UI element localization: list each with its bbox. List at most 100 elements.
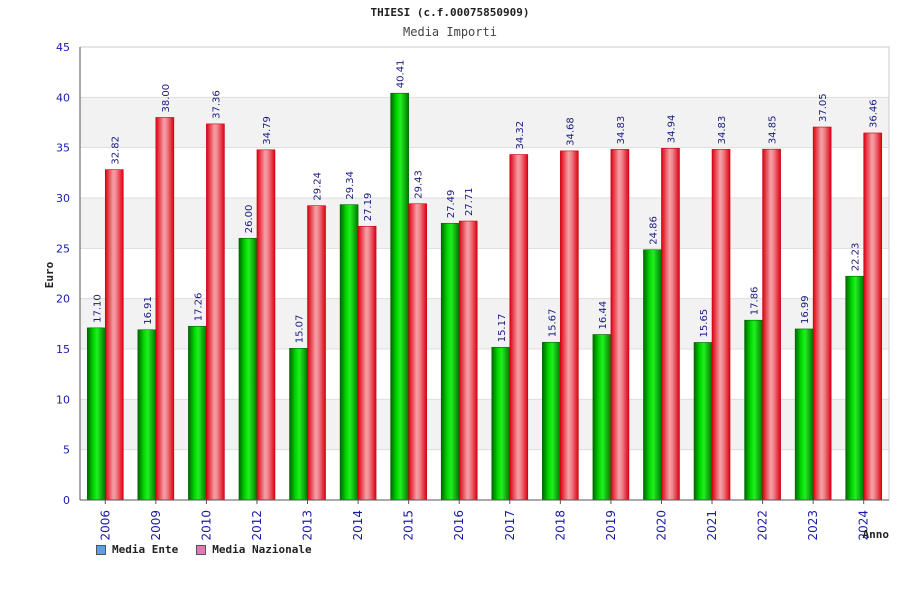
bar-media-ente [440,222,460,501]
bar-media-nazionale [206,123,225,501]
data-label: 32.82 [110,136,121,165]
y-tick-label: 35 [56,142,70,155]
bar-media-ente [390,92,409,501]
data-label: 26.00 [244,205,255,234]
bar-media-ente [693,342,713,501]
x-tick-label: 2015 [402,510,416,541]
legend-item-ente: Media Ente [96,543,178,556]
bar-media-nazionale [509,154,529,501]
x-tick-label: 2013 [301,510,315,541]
x-tick-label: 2021 [705,510,719,541]
bar-media-nazionale [256,149,276,501]
data-label: 38.00 [161,84,172,113]
data-label: 37.05 [818,93,829,122]
bar-media-ente [592,334,612,501]
data-label: 34.94 [666,115,677,144]
x-tick-label: 2014 [351,510,365,541]
data-label: 16.91 [143,296,154,325]
data-label: 15.65 [699,309,710,338]
bar-media-nazionale [863,132,883,501]
bar-media-ente [137,329,157,501]
legend-item-nazionale: Media Nazionale [196,543,312,556]
bar-media-nazionale [610,149,630,501]
legend-label-ente: Media Ente [112,543,179,556]
bar-media-ente [744,319,763,501]
y-tick-label: 25 [56,242,70,255]
y-tick-label: 40 [56,91,70,104]
bar-media-nazionale [762,148,781,501]
bar-media-ente [845,275,865,501]
bar-media-ente [86,327,106,501]
bar-media-ente [491,346,511,501]
bar-media-nazionale [458,220,478,501]
bar-media-ente [289,347,308,501]
bar-media-nazionale [408,203,427,501]
bar-media-nazionale [812,126,832,501]
x-tick-label: 2017 [503,510,517,541]
x-tick-label: 2009 [149,510,163,541]
y-tick-label: 45 [56,41,70,54]
x-tick-label: 2010 [199,510,213,541]
x-tick-label: 2016 [452,510,466,541]
plot-band [80,47,889,98]
y-tick-label: 0 [63,494,70,507]
bar-media-nazionale [357,225,377,501]
x-tick-label: 2020 [654,510,668,541]
bar-media-nazionale [661,147,680,501]
x-tick-label: 2023 [806,510,820,541]
legend-swatch-nazionale [196,544,207,555]
data-label: 34.83 [616,116,627,145]
bar-media-ente [339,204,359,501]
y-axis-title: Euro [43,261,56,288]
data-label: 22.23 [851,243,862,272]
data-label: 17.86 [750,287,761,316]
x-tick-label: 2019 [604,510,618,541]
chart-title: THIESI (c.f.00075850909) [370,6,530,19]
axes-group [79,46,890,504]
bar-media-ente [542,341,561,501]
bar-media-ente [794,328,814,501]
data-label: 29.34 [345,171,356,200]
data-label: 27.19 [363,193,374,222]
x-tick-label: 2024 [857,510,871,541]
data-label: 37.36 [211,90,222,119]
data-label: 16.44 [598,301,609,330]
legend-label-nazionale: Media Nazionale [212,543,312,556]
bar-media-nazionale [711,149,731,501]
data-label: 29.24 [313,172,324,201]
legend-swatch-ente [96,544,106,555]
data-label: 17.26 [193,293,204,322]
x-tick-label: 2022 [756,510,770,541]
data-label: 17.10 [92,294,103,323]
legend: Media Ente Media Nazionale [96,543,312,556]
data-label: 15.17 [497,314,508,343]
bar-media-nazionale [104,169,124,501]
y-tick-label: 5 [63,444,70,457]
y-tick-label: 10 [56,393,70,406]
y-tick-label: 15 [56,343,70,356]
y-tick-label: 20 [56,293,70,306]
x-tick-label: 2006 [98,510,112,541]
bar-media-nazionale [560,150,579,501]
data-label: 15.67 [547,309,558,338]
bar-media-ente [643,249,662,501]
x-tick-label: 2018 [553,510,567,541]
data-label: 40.41 [396,60,407,89]
chart-subtitle: Media Importi [403,25,497,39]
data-label: 16.99 [800,295,811,324]
bar-media-ente [188,325,207,501]
y-tick-label: 30 [56,192,70,205]
x-axis-title: Anno [863,528,890,541]
data-label: 34.79 [262,116,273,145]
data-label: 34.85 [768,116,779,145]
x-tick-label: 2012 [250,510,264,541]
bar-media-nazionale [155,117,175,501]
data-label: 34.32 [515,121,526,150]
bar-media-nazionale [307,205,326,501]
bar-media-ente [238,237,258,501]
data-label: 34.68 [565,117,576,146]
data-label: 24.86 [648,216,659,245]
data-label: 34.83 [717,116,728,145]
labels-group: 0 5 10 15 20 25 30 35 40 45 2006 17.10 32.82 2009 16.9… [56,41,880,541]
